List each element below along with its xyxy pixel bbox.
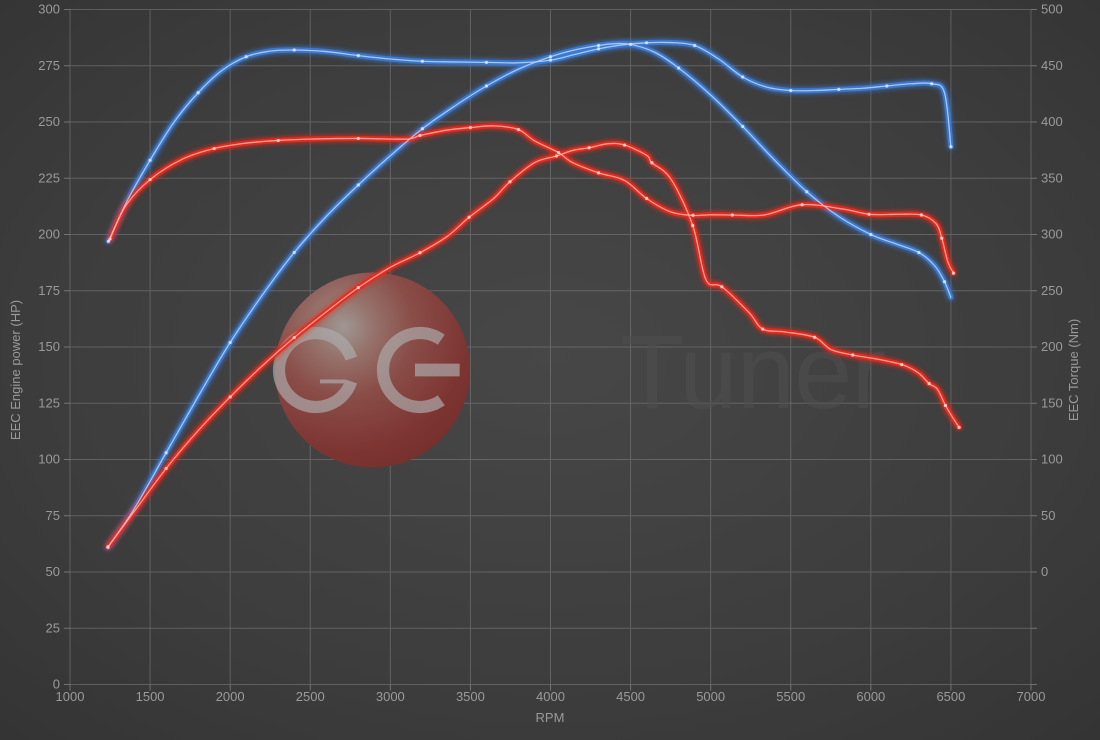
svg-text:150: 150 <box>1041 395 1063 410</box>
svg-text:300: 300 <box>1041 227 1063 242</box>
svg-text:7000: 7000 <box>1017 689 1046 704</box>
svg-text:225: 225 <box>38 170 60 185</box>
svg-text:4000: 4000 <box>536 689 565 704</box>
svg-text:EEC Torque (Nm): EEC Torque (Nm) <box>1066 319 1081 421</box>
svg-text:100: 100 <box>1041 452 1063 467</box>
svg-text:50: 50 <box>46 564 60 579</box>
svg-text:125: 125 <box>38 395 60 410</box>
svg-text:75: 75 <box>46 508 60 523</box>
svg-text:1500: 1500 <box>136 689 165 704</box>
svg-text:4500: 4500 <box>616 689 645 704</box>
svg-text:200: 200 <box>1041 339 1063 354</box>
svg-text:5500: 5500 <box>776 689 805 704</box>
svg-text:Tuner: Tuner <box>620 314 885 431</box>
svg-text:2500: 2500 <box>296 689 325 704</box>
svg-text:100: 100 <box>38 452 60 467</box>
svg-text:350: 350 <box>1041 170 1063 185</box>
svg-text:50: 50 <box>1041 508 1055 523</box>
svg-text:RPM: RPM <box>536 710 565 725</box>
svg-text:250: 250 <box>1041 283 1063 298</box>
svg-text:3000: 3000 <box>376 689 405 704</box>
svg-text:6000: 6000 <box>856 689 885 704</box>
svg-text:EEC Engine power (HP): EEC Engine power (HP) <box>8 300 23 440</box>
svg-text:175: 175 <box>38 283 60 298</box>
svg-text:1000: 1000 <box>56 689 85 704</box>
svg-text:500: 500 <box>1041 2 1063 17</box>
svg-text:450: 450 <box>1041 58 1063 73</box>
svg-text:5000: 5000 <box>696 689 725 704</box>
svg-text:150: 150 <box>38 339 60 354</box>
svg-text:200: 200 <box>38 227 60 242</box>
svg-text:300: 300 <box>38 2 60 17</box>
svg-text:2000: 2000 <box>216 689 245 704</box>
svg-text:3500: 3500 <box>456 689 485 704</box>
svg-text:0: 0 <box>1041 564 1048 579</box>
svg-text:275: 275 <box>38 58 60 73</box>
svg-text:400: 400 <box>1041 114 1063 129</box>
svg-text:25: 25 <box>46 620 60 635</box>
svg-text:6500: 6500 <box>936 689 965 704</box>
svg-text:250: 250 <box>38 114 60 129</box>
